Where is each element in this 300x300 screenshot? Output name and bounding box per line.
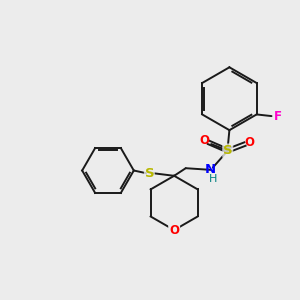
Text: F: F xyxy=(274,110,282,123)
Text: O: O xyxy=(200,134,210,147)
Text: S: S xyxy=(145,167,154,180)
Text: H: H xyxy=(209,174,218,184)
Text: S: S xyxy=(223,144,232,157)
Text: O: O xyxy=(169,224,179,237)
Text: N: N xyxy=(205,164,216,176)
Text: O: O xyxy=(244,136,254,148)
